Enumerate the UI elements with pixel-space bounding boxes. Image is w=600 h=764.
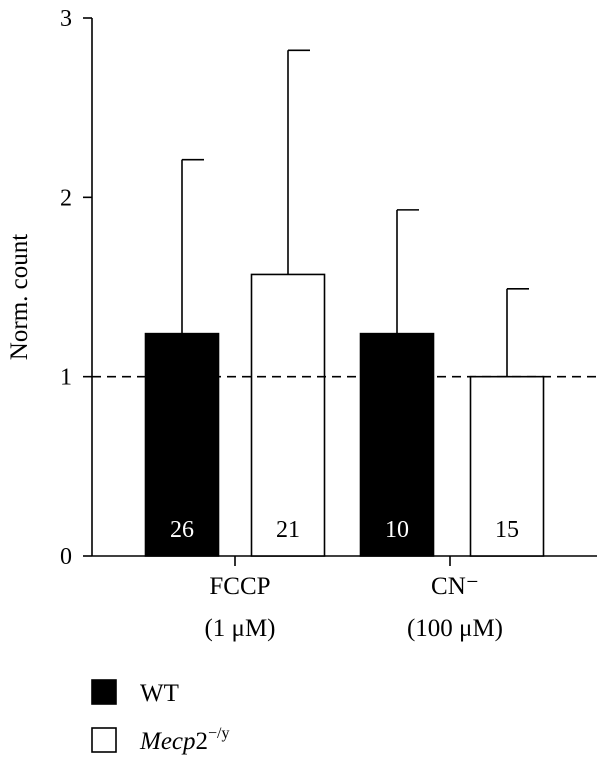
legend-label-0: WT — [140, 680, 179, 707]
y-tick-label-1: 1 — [60, 365, 72, 391]
legend-label-1: Mecp2−/y — [139, 725, 230, 755]
n-label-0-0: 26 — [170, 517, 194, 543]
bars-layer — [92, 49, 597, 557]
y-axis-title: Norm. count — [6, 234, 33, 360]
y-tick-label-3: 3 — [60, 6, 72, 32]
legend-swatch-1 — [91, 727, 117, 753]
category-label-0-line1: FCCP — [209, 573, 270, 600]
category-label-1-line2: (100 μM) — [407, 615, 503, 642]
n-label-0-1: 10 — [385, 517, 409, 543]
n-label-1-1: 15 — [495, 517, 519, 543]
bar-1-0 — [250, 273, 326, 557]
bar-1-1 — [469, 375, 545, 557]
bar-0-0 — [144, 332, 220, 557]
bar-0-1 — [359, 332, 435, 557]
category-label-1-line1: CN⁻ — [431, 573, 479, 600]
y-tick-label-0: 0 — [60, 544, 72, 570]
labels-layer: 26 10 21 15 FCCP (1 μM) CN⁻ (100 μM) — [170, 517, 519, 642]
n-label-1-0: 21 — [276, 517, 300, 543]
legend: WT Mecp2−/y — [91, 679, 230, 755]
category-label-0-line2: (1 μM) — [204, 615, 275, 642]
legend-swatch-0 — [91, 679, 117, 705]
y-tick-label-2: 2 — [60, 185, 72, 211]
